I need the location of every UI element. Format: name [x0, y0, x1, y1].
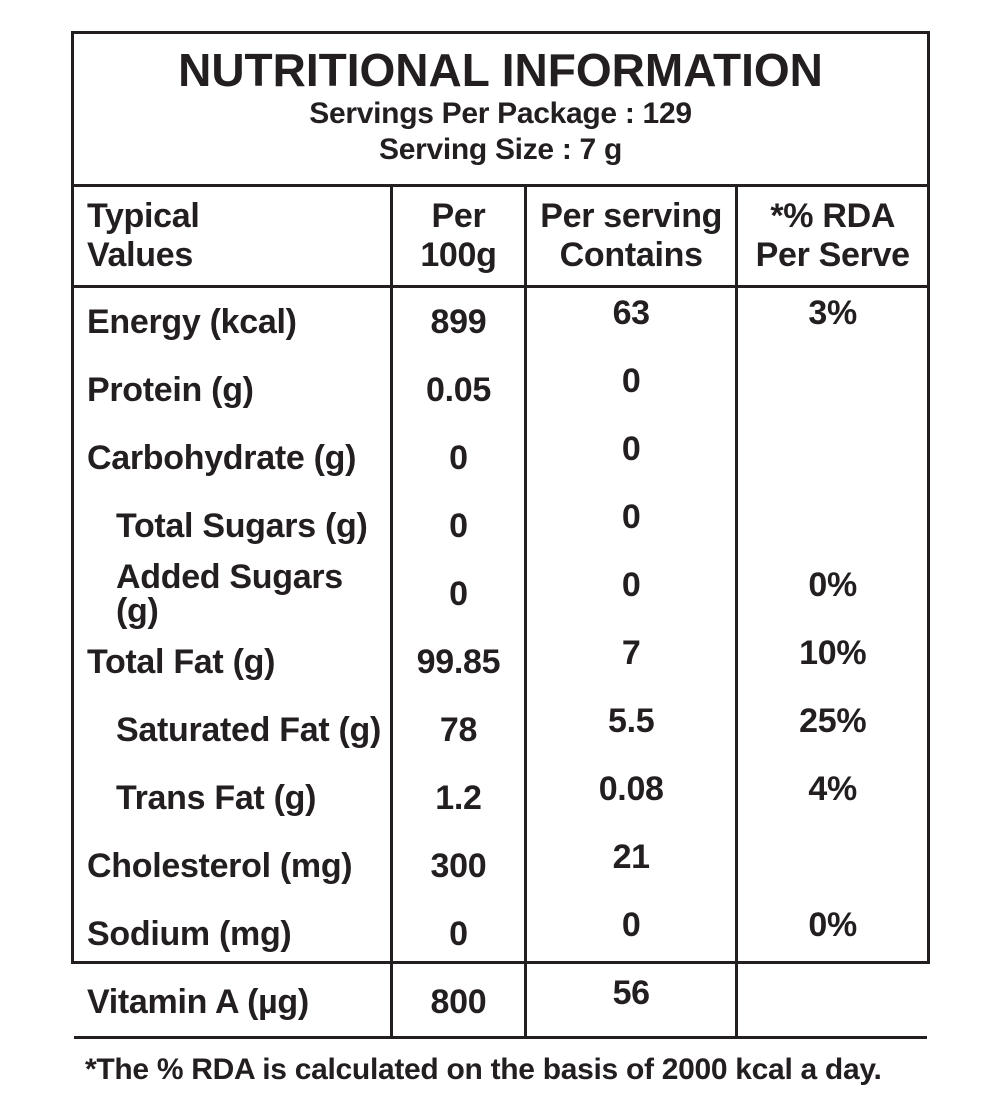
- cell-per-100g: 0: [393, 560, 527, 628]
- column-header-rda-per-serve: *% RDA Per Serve: [755, 196, 911, 274]
- row-label: Total Sugars (g): [116, 507, 368, 545]
- cell-rda-per-serve: [738, 968, 927, 1036]
- column-header-per-serving: Per serving Contains: [527, 187, 739, 285]
- cell-per-serving: 56: [527, 968, 739, 1036]
- row-label-cell: Trans Fat (g): [74, 764, 394, 832]
- row-label: Cholesterol (mg): [87, 847, 353, 885]
- cell-rda-per-serve: 4%: [808, 770, 857, 808]
- cell-per-100g: 99.85: [393, 628, 527, 696]
- cell-per-serving: 0.08: [527, 764, 739, 832]
- row-label: Vitamin A (µg): [87, 983, 309, 1021]
- table-row: Saturated Fat (g) 78 5.5 25%: [74, 696, 927, 764]
- row-label-cell: Energy (kcal): [74, 288, 394, 356]
- cell-per-100g: 0: [393, 900, 527, 968]
- cell-per-serving: 5.5: [527, 696, 739, 764]
- table-row: Carbohydrate (g) 0 0: [74, 424, 927, 492]
- cell-per-100g: 0: [393, 492, 527, 560]
- row-label-cell: Saturated Fat (g): [74, 696, 394, 764]
- table-row: Energy (kcal) 899 63 3%: [74, 288, 927, 356]
- cell-per-serving: 7: [527, 628, 739, 696]
- cell-rda-per-serve: 10%: [799, 634, 867, 672]
- cell-rda-per-serve: 3%: [808, 294, 857, 332]
- table-row: Protein (g) 0.05 0: [74, 356, 927, 424]
- column-header-per-100g: Per 100g: [393, 187, 527, 285]
- serving-size: Serving Size : 7 g: [378, 132, 622, 166]
- cell-rda-per-serve: [738, 424, 927, 492]
- cell-per-100g: 899: [393, 288, 527, 356]
- label-title: NUTRITIONAL INFORMATION: [178, 44, 823, 96]
- table-row: Vitamin A (µg) 800 56: [74, 968, 927, 1036]
- row-label: Total Fat (g): [87, 643, 276, 681]
- cell-per-serving: 63: [527, 288, 739, 356]
- cell-per-100g: 78: [393, 696, 527, 764]
- page: { "label": { "title": "NUTRITIONAL INFOR…: [71, 31, 930, 1086]
- row-label-cell: Added Sugars (g): [74, 558, 394, 630]
- row-label-cell: Vitamin A (µg): [74, 968, 394, 1036]
- row-label: Added Sugars (g): [116, 558, 343, 630]
- column-header-typical-values: Typical Values: [74, 187, 394, 285]
- row-label: Sodium (mg): [87, 915, 292, 953]
- cell-rda-per-serve: [738, 492, 927, 560]
- cell-per-serving: 21: [527, 832, 739, 900]
- cell-per-serving: 0: [527, 492, 739, 560]
- table-row: Added Sugars (g) 0 0 0%: [74, 560, 927, 628]
- row-label: Trans Fat (g): [116, 779, 317, 817]
- row-label-cell: Sodium (mg): [74, 900, 394, 968]
- cell-per-serving: 0: [527, 424, 739, 492]
- cell-rda-per-serve: 25%: [799, 702, 867, 740]
- cell-per-100g: 0: [393, 424, 527, 492]
- label-header: NUTRITIONAL INFORMATION Servings Per Pac…: [74, 34, 927, 187]
- row-label-cell: Cholesterol (mg): [74, 832, 394, 900]
- cell-rda-per-serve: 0%: [808, 566, 857, 604]
- row-label-cell: Total Fat (g): [74, 628, 394, 696]
- table-row: Total Sugars (g) 0 0: [74, 492, 927, 560]
- nutrition-label: NUTRITIONAL INFORMATION Servings Per Pac…: [71, 31, 930, 1086]
- servings-per-package: Servings Per Package : 129: [309, 96, 692, 130]
- row-label-cell: Protein (g): [74, 356, 394, 424]
- cell-rda-per-serve: [738, 356, 927, 424]
- row-label-cell: Carbohydrate (g): [74, 424, 394, 492]
- cell-per-100g: 300: [393, 832, 527, 900]
- cell-per-100g: 0.05: [393, 356, 527, 424]
- table-row: Cholesterol (mg) 300 21: [74, 832, 927, 900]
- table-row: Total Fat (g) 99.85 7 10%: [74, 628, 927, 696]
- cell-rda-per-serve: 0%: [808, 906, 857, 944]
- cell-per-serving: 0: [527, 356, 739, 424]
- row-label-cell: Total Sugars (g): [74, 492, 394, 560]
- table-row: Trans Fat (g) 1.2 0.08 4%: [74, 764, 927, 832]
- table-header-row: Typical Values Per 100g Per serving Cont…: [74, 187, 927, 288]
- cell-rda-per-serve: [738, 832, 927, 900]
- table-body: Energy (kcal) 899 63 3% Protein (g) 0.05…: [74, 288, 927, 1036]
- row-label: Carbohydrate (g): [87, 439, 357, 477]
- cell-per-100g: 800: [393, 968, 527, 1036]
- row-label: Protein (g): [87, 371, 254, 409]
- row-label: Saturated Fat (g): [116, 711, 382, 749]
- row-label: Energy (kcal): [87, 303, 297, 341]
- cell-per-100g: 1.2: [393, 764, 527, 832]
- cell-per-serving: 0: [527, 900, 739, 968]
- table-row: Sodium (mg) 0 0 0%: [74, 900, 927, 968]
- label-footer: *The % RDA is calculated on the basis of…: [74, 1036, 927, 1100]
- rda-footnote: *The % RDA is calculated on the basis of…: [85, 1052, 882, 1086]
- cell-per-serving: 0: [527, 560, 739, 628]
